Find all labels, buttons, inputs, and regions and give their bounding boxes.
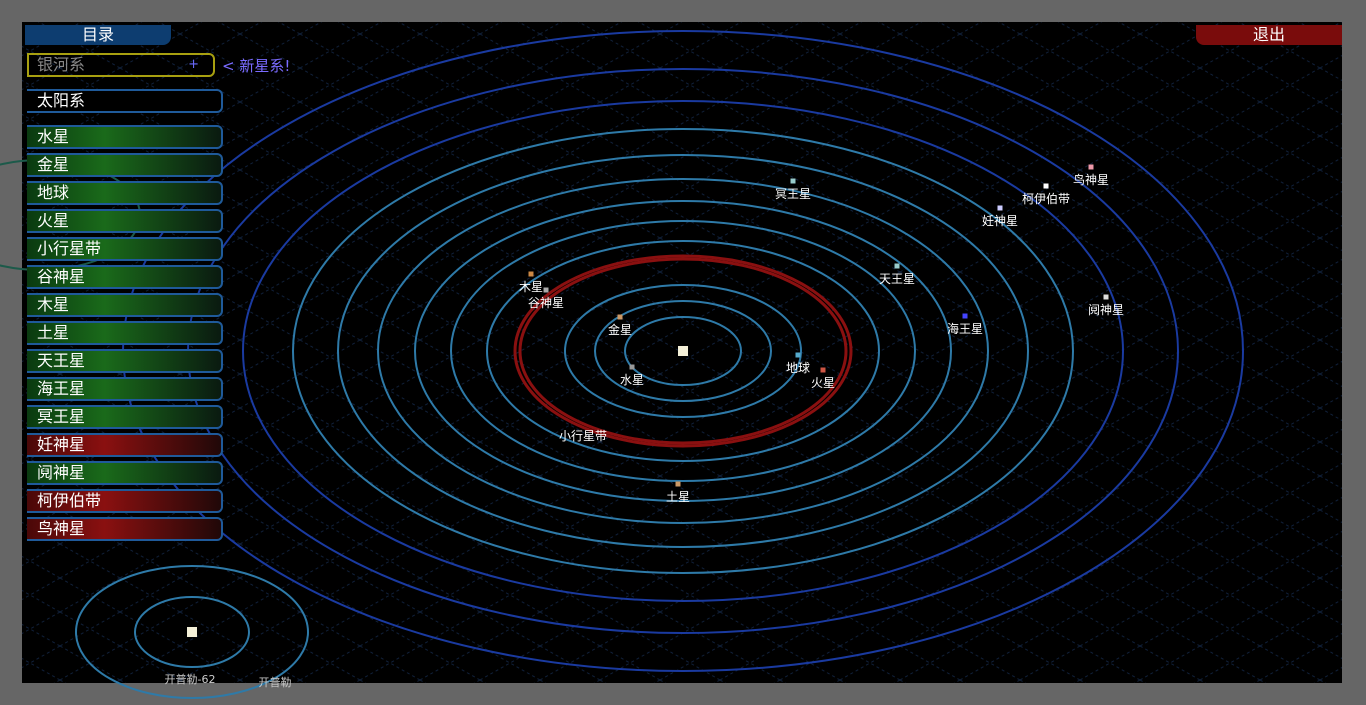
- planet: [543, 287, 549, 293]
- planet: [894, 263, 900, 269]
- orbit: [594, 300, 772, 402]
- menu-item[interactable]: 阋神星: [27, 461, 223, 485]
- planet: [617, 314, 623, 320]
- menu-item[interactable]: 火星: [27, 209, 223, 233]
- planet-label: 小行星带: [559, 429, 607, 443]
- system-label: 开普勒: [259, 675, 292, 689]
- orbit: [377, 178, 989, 524]
- menu-item[interactable]: 地球: [27, 181, 223, 205]
- system-button[interactable]: 太阳系: [27, 89, 223, 113]
- planet: [1088, 164, 1094, 170]
- planet-label: 木星: [519, 280, 543, 294]
- planet: [675, 481, 681, 487]
- planet-label: 水星: [620, 373, 644, 387]
- star: [187, 627, 197, 637]
- menu-item[interactable]: 金星: [27, 153, 223, 177]
- planet-label: 火星: [811, 376, 835, 390]
- planet-label: 鸟神星: [1073, 172, 1109, 187]
- planet: [795, 352, 801, 358]
- orbit: [75, 565, 309, 699]
- menu-item[interactable]: 小行星带: [27, 237, 223, 261]
- catalog-tab[interactable]: 目录: [25, 25, 171, 45]
- planet: [1103, 294, 1109, 300]
- menu-item[interactable]: 天王星: [27, 349, 223, 373]
- orbit: [337, 154, 1029, 548]
- planet-label: 阋神星: [1088, 303, 1124, 317]
- menu-item[interactable]: 水星: [27, 125, 223, 149]
- menu-item[interactable]: 海王星: [27, 377, 223, 401]
- menu-item[interactable]: 妊神星: [27, 433, 223, 457]
- planet: [962, 313, 968, 319]
- planet-label: 海王星: [947, 321, 983, 336]
- menu-item[interactable]: 柯伊伯带: [27, 489, 223, 513]
- menu-item[interactable]: 土星: [27, 321, 223, 345]
- asteroid-belt: [513, 254, 853, 448]
- orbit: [486, 240, 880, 462]
- galaxy-add[interactable]: +: [188, 57, 199, 72]
- menu-item[interactable]: 冥王星: [27, 405, 223, 429]
- orbit: [292, 128, 1074, 574]
- menu-item[interactable]: 谷神星: [27, 265, 223, 289]
- exit-button[interactable]: 退出: [1196, 25, 1342, 45]
- orbit: [134, 596, 250, 668]
- orbit: [624, 316, 742, 386]
- orbit: [564, 284, 802, 418]
- planet: [820, 367, 826, 373]
- planet: [629, 364, 635, 370]
- galaxy-label: 银河系: [37, 55, 86, 74]
- planet-label: 地球: [786, 361, 810, 375]
- planet-label: 金星: [608, 322, 632, 337]
- menu-item[interactable]: 木星: [27, 293, 223, 317]
- planet-label: 冥王星: [775, 187, 811, 201]
- planet: [790, 178, 796, 184]
- planet-label: 土星: [666, 490, 690, 504]
- orbit: [450, 220, 916, 482]
- planet: [997, 205, 1003, 211]
- orbit: [414, 200, 952, 502]
- planet-label: 天王星: [879, 272, 915, 286]
- galaxy-button[interactable]: 银河系 +: [27, 53, 215, 77]
- new-system-link[interactable]: < 新星系!: [222, 57, 291, 75]
- system-label: 开普勒-62: [165, 672, 216, 686]
- asteroid-belt: [518, 257, 848, 445]
- menu-item[interactable]: 鸟神星: [27, 517, 223, 541]
- planet-label: 柯伊伯带: [1022, 191, 1070, 206]
- planet: [1043, 183, 1049, 189]
- planet-label: 妊神星: [982, 214, 1018, 228]
- orbit: [242, 100, 1124, 602]
- sun: [678, 346, 688, 356]
- planet-label: 谷神星: [528, 296, 564, 310]
- planet: [528, 271, 534, 277]
